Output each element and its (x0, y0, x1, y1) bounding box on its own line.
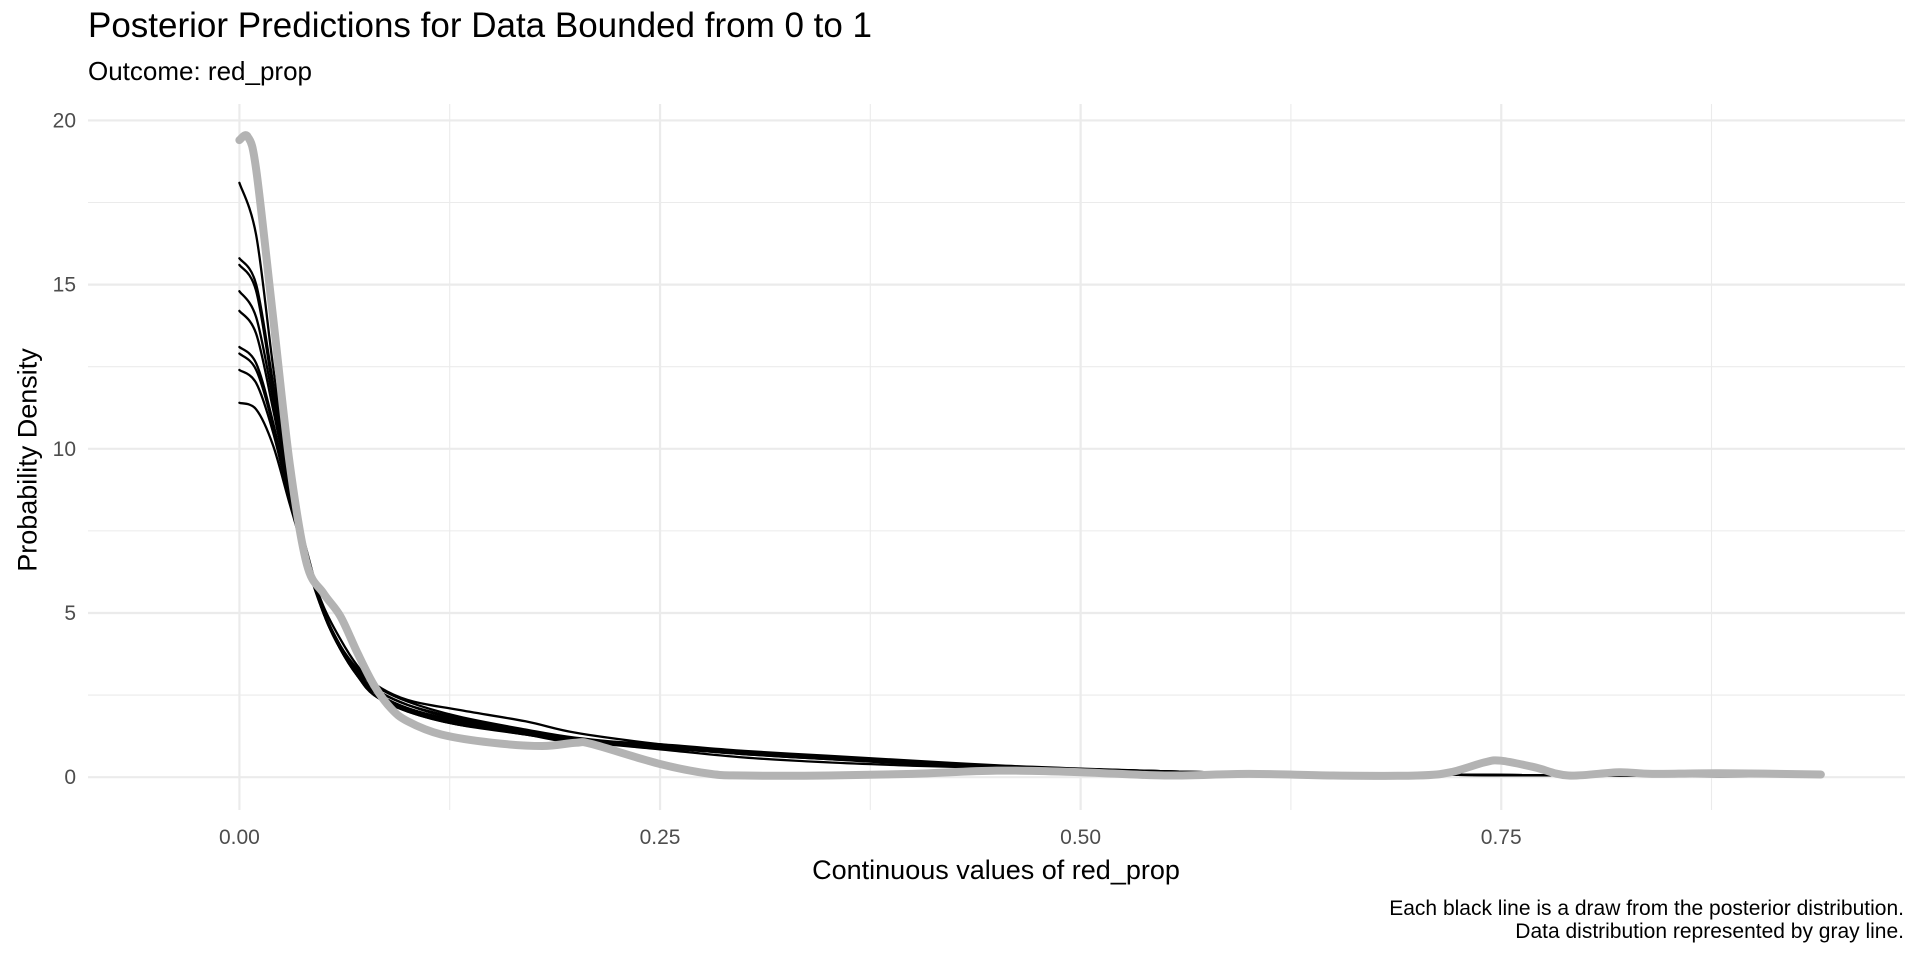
chart-subtitle: Outcome: red_prop (88, 56, 313, 86)
y-tick-label: 10 (53, 438, 76, 461)
data-density-line (235, 131, 1825, 780)
posterior-draw-line (238, 290, 1823, 778)
y-tick-label: 5 (64, 602, 76, 625)
x-tick-label: 0.50 (1060, 826, 1101, 849)
x-tick-label: 0.00 (219, 826, 260, 849)
y-tick-label: 15 (53, 274, 76, 297)
posterior-draw-line (238, 263, 1823, 778)
posterior-draw-line (238, 368, 1823, 778)
grid-layer (88, 104, 1905, 810)
x-tick-label: 0.75 (1481, 826, 1522, 849)
x-axis-label: Continuous values of red_prop (812, 855, 1180, 885)
caption-line-1: Each black line is a draw from the poste… (1389, 897, 1904, 920)
tick-labels: 0.00 0.25 0.50 0.75 0 5 10 15 20 (53, 109, 1522, 849)
posterior-draw-line (238, 181, 1823, 778)
caption-line-2: Data distribution represented by gray li… (1515, 920, 1904, 943)
posterior-draw-line (238, 257, 1823, 778)
posterior-draw-line (238, 309, 1823, 778)
y-tick-label: 0 (64, 766, 76, 789)
y-axis-label: Probability Density (12, 348, 43, 572)
chart-title: Posterior Predictions for Data Bounded f… (88, 6, 873, 45)
series-layer (235, 131, 1825, 780)
y-tick-label: 20 (53, 109, 76, 132)
x-tick-label: 0.25 (640, 826, 681, 849)
